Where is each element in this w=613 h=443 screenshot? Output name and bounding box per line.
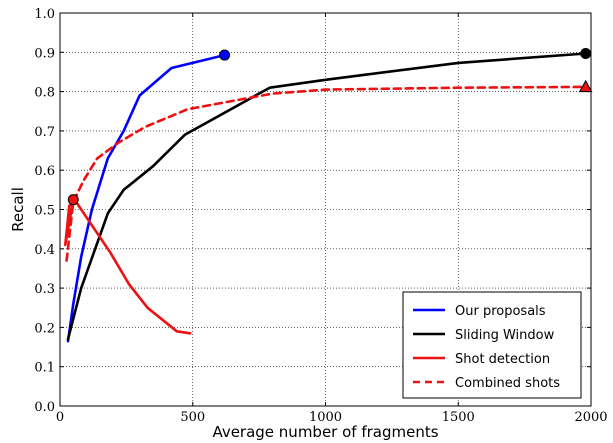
y-tick-label: 0.3 (34, 282, 55, 297)
y-tick-label: 0.0 (34, 400, 55, 415)
x-axis-label: Average number of fragments (212, 423, 438, 441)
x-tick-label: 2000 (574, 410, 607, 425)
y-tick-label: 0.7 (34, 125, 55, 140)
tick-labels: 0 500 1000 1500 2000 0.0 0.1 0.2 0.3 0.4 0.5 0.6 0.7… (34, 7, 607, 425)
series-line-sliding-window (66, 52, 588, 341)
series-line-our-proposals (66, 53, 226, 343)
axis-ticks (59, 12, 592, 407)
legend-label-combined-shots: Combined shots (455, 376, 560, 391)
y-tick-label: 0.8 (34, 86, 55, 101)
legend-label-our-proposals: Our proposals (455, 304, 546, 319)
series-marker-our-proposals (219, 49, 231, 61)
legend-label-shot-detection: Shot detection (455, 352, 550, 367)
y-tick-label: 0.2 (34, 321, 55, 336)
x-tick-label: 0 (56, 410, 64, 425)
series-marker-sliding-window (580, 47, 592, 59)
y-tick-label: 0.9 (34, 46, 55, 61)
series-line-combined-shots (65, 85, 588, 262)
x-tick-label: 1000 (309, 410, 342, 425)
series-layer (64, 47, 593, 343)
series-marker-shot-detection (67, 194, 79, 206)
legend-label-sliding-window: Sliding Window (455, 328, 555, 343)
y-axis-label: Recall (9, 187, 27, 232)
y-tick-label: 0.1 (34, 361, 55, 376)
legend: Our proposals Sliding Window Shot detectio… (402, 291, 582, 399)
y-tick-label: 0.5 (34, 204, 55, 219)
series-marker-combined-shots (578, 79, 593, 93)
y-tick-label: 1.0 (34, 7, 55, 22)
series-line-shot-detection (64, 198, 192, 335)
x-tick-label: 1500 (442, 410, 475, 425)
x-tick-label: 500 (180, 410, 205, 425)
y-tick-label: 0.6 (34, 164, 55, 179)
y-tick-label: 0.4 (34, 243, 55, 258)
